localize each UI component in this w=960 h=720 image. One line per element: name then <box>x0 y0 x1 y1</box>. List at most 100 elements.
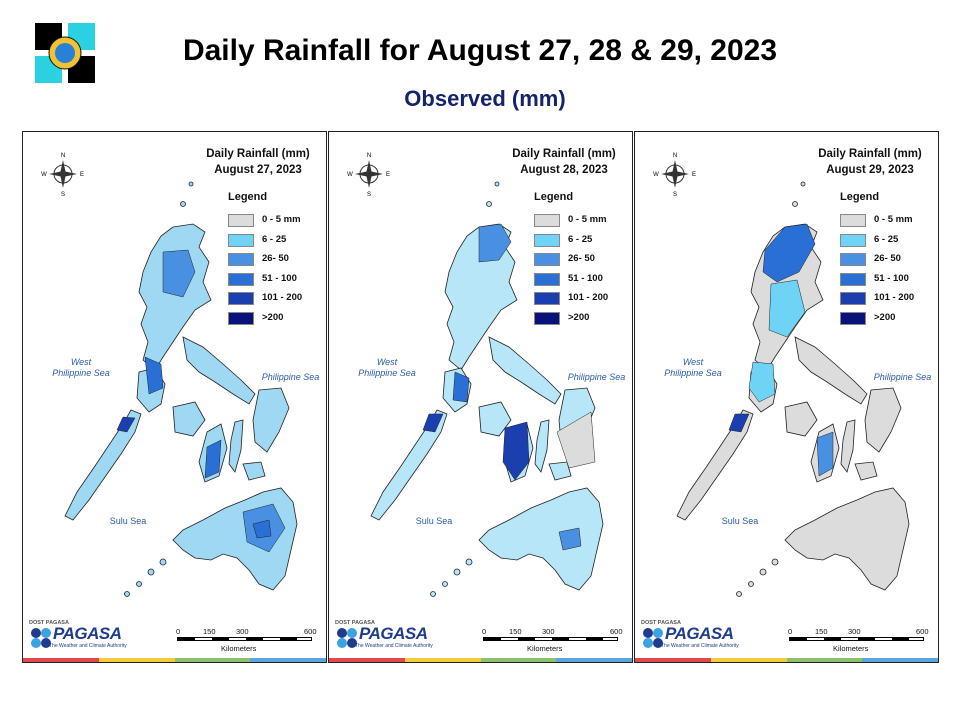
compass-rose-icon: N S W E <box>347 153 390 198</box>
heavy-rain-area <box>502 421 530 481</box>
legend-swatch <box>840 273 866 286</box>
legend-swatch <box>840 214 866 227</box>
pagasa-emblem-icon <box>31 628 51 648</box>
legend-item: 51 - 100 <box>228 273 326 287</box>
legend-item: 101 - 200 <box>534 292 632 306</box>
scale-bar: 0 150 300 600 Kilometers <box>482 627 623 653</box>
rainfall-map-aug28: N S W E <box>347 153 604 597</box>
legend-swatch <box>840 312 866 325</box>
sea-label-east: Philippine Sea <box>873 372 932 382</box>
color-stripe <box>635 658 938 662</box>
heavy-rain-area <box>452 371 470 403</box>
legend-title: Legend <box>228 191 268 203</box>
svg-text:W: W <box>347 172 353 178</box>
panel-date: August 27, 2023 <box>214 164 302 176</box>
page-title: Daily Rainfall for August 27, 28 & 29, 2… <box>182 34 778 67</box>
legend-swatch <box>534 234 560 247</box>
legend-swatch <box>840 292 866 305</box>
svg-text:S: S <box>367 192 371 198</box>
legend-swatch <box>228 234 254 247</box>
svg-text:N: N <box>367 153 371 159</box>
panel-title: Daily Rainfall (mm) August 28, 2023 <box>512 148 616 176</box>
svg-text:E: E <box>80 172 84 178</box>
heavy-rain-area <box>116 416 136 433</box>
panel-date: August 29, 2023 <box>826 164 914 176</box>
color-stripe <box>329 658 632 662</box>
sea-label-east: Philippine Sea <box>261 372 320 382</box>
legend-item: 51 - 100 <box>534 273 632 287</box>
page-subtitle: Observed (mm) <box>404 86 566 111</box>
pagasa-logo: DOST PAGASA PAGASA The Weather and Clima… <box>335 620 433 649</box>
heavy-rain-area <box>762 223 816 283</box>
sea-label-sulu: Sulu Sea <box>109 516 147 526</box>
sea-label-west: West Philippine Sea <box>52 357 110 378</box>
legend-swatch <box>534 214 560 227</box>
legend-item: 0 - 5 mm <box>840 214 938 228</box>
legend-item: 101 - 200 <box>228 292 326 306</box>
legend-item: 101 - 200 <box>840 292 938 306</box>
legend-swatch <box>840 234 866 247</box>
svg-text:E: E <box>386 172 390 178</box>
legend-title: Legend <box>840 191 880 203</box>
legend-item: 26- 50 <box>534 253 632 267</box>
compass-rose-icon: N S W E <box>41 153 84 198</box>
compass-rose-icon: N S W E <box>653 153 696 198</box>
sea-label-east: Philippine Sea <box>567 372 626 382</box>
legend-swatch <box>534 253 560 266</box>
heavy-rain-area <box>728 413 750 433</box>
legend-swatch <box>840 253 866 266</box>
map-panel-aug29: N S W E Daily Rainfall (mm) August 29, 20… <box>634 131 939 663</box>
heavy-rain-area <box>478 223 512 263</box>
legend-swatch <box>534 312 560 325</box>
legend-item: >200 <box>840 312 938 326</box>
rainfall-map-aug27: N S W E <box>41 153 298 597</box>
heavy-rain-area <box>422 413 444 433</box>
legend-item: 6 - 25 <box>840 234 938 248</box>
svg-text:S: S <box>61 192 65 198</box>
sea-label-west: West Philippine Sea <box>664 357 722 378</box>
color-stripe <box>23 658 326 662</box>
legend-title: Legend <box>534 191 574 203</box>
svg-text:W: W <box>653 172 659 178</box>
scale-bar: 0 150 300 600 Kilometers <box>176 627 317 653</box>
heavy-rain-area <box>204 439 222 479</box>
pagasa-emblem-icon <box>337 628 357 648</box>
svg-text:E: E <box>692 172 696 178</box>
dry-area <box>556 411 596 469</box>
panel-date: August 28, 2023 <box>520 164 608 176</box>
svg-text:N: N <box>61 153 65 159</box>
legend-item: 26- 50 <box>840 253 938 267</box>
heavy-rain-area <box>252 519 272 539</box>
legend-swatch <box>228 312 254 325</box>
svg-text:S: S <box>673 192 677 198</box>
rainfall-map-aug29: N S W E <box>653 153 910 597</box>
map-panel-aug28: N S W E Daily Rainfall (mm) August 28, 20… <box>328 131 633 663</box>
legend-item: 0 - 5 mm <box>534 214 632 228</box>
legend-item: 0 - 5 mm <box>228 214 326 228</box>
panel-title: Daily Rainfall (mm) August 29, 2023 <box>818 148 922 176</box>
sea-label-west: West Philippine Sea <box>358 357 416 378</box>
legend-swatch <box>534 292 560 305</box>
moderate-rain-area <box>748 361 776 403</box>
legend-swatch <box>534 273 560 286</box>
pagasa-logo: DOST PAGASA PAGASA The Weather and Clima… <box>641 620 739 649</box>
rainfall-maps: N S W E Daily Rainfall (mm) August 27, 20… <box>22 131 942 663</box>
heavy-rain-area <box>144 356 164 395</box>
dost-pagasa-logo <box>30 18 100 88</box>
legend-item: 51 - 100 <box>840 273 938 287</box>
legend-item: 6 - 25 <box>534 234 632 248</box>
legend-item: 6 - 25 <box>228 234 326 248</box>
heavy-rain-area <box>558 527 582 551</box>
scale-bar: 0 150 300 600 Kilometers <box>788 627 929 653</box>
sea-label-sulu: Sulu Sea <box>721 516 759 526</box>
moderate-rain-area <box>768 279 806 338</box>
pagasa-emblem-icon <box>643 628 663 648</box>
sea-label-sulu: Sulu Sea <box>415 516 453 526</box>
legend-item: >200 <box>534 312 632 326</box>
heavy-rain-area <box>816 431 834 477</box>
legend-item: >200 <box>228 312 326 326</box>
svg-text:W: W <box>41 172 47 178</box>
panel-title: Daily Rainfall (mm) August 27, 2023 <box>206 148 310 176</box>
map-panel-aug27: N S W E Daily Rainfall (mm) August 27, 20… <box>22 131 327 663</box>
legend-swatch <box>228 253 254 266</box>
